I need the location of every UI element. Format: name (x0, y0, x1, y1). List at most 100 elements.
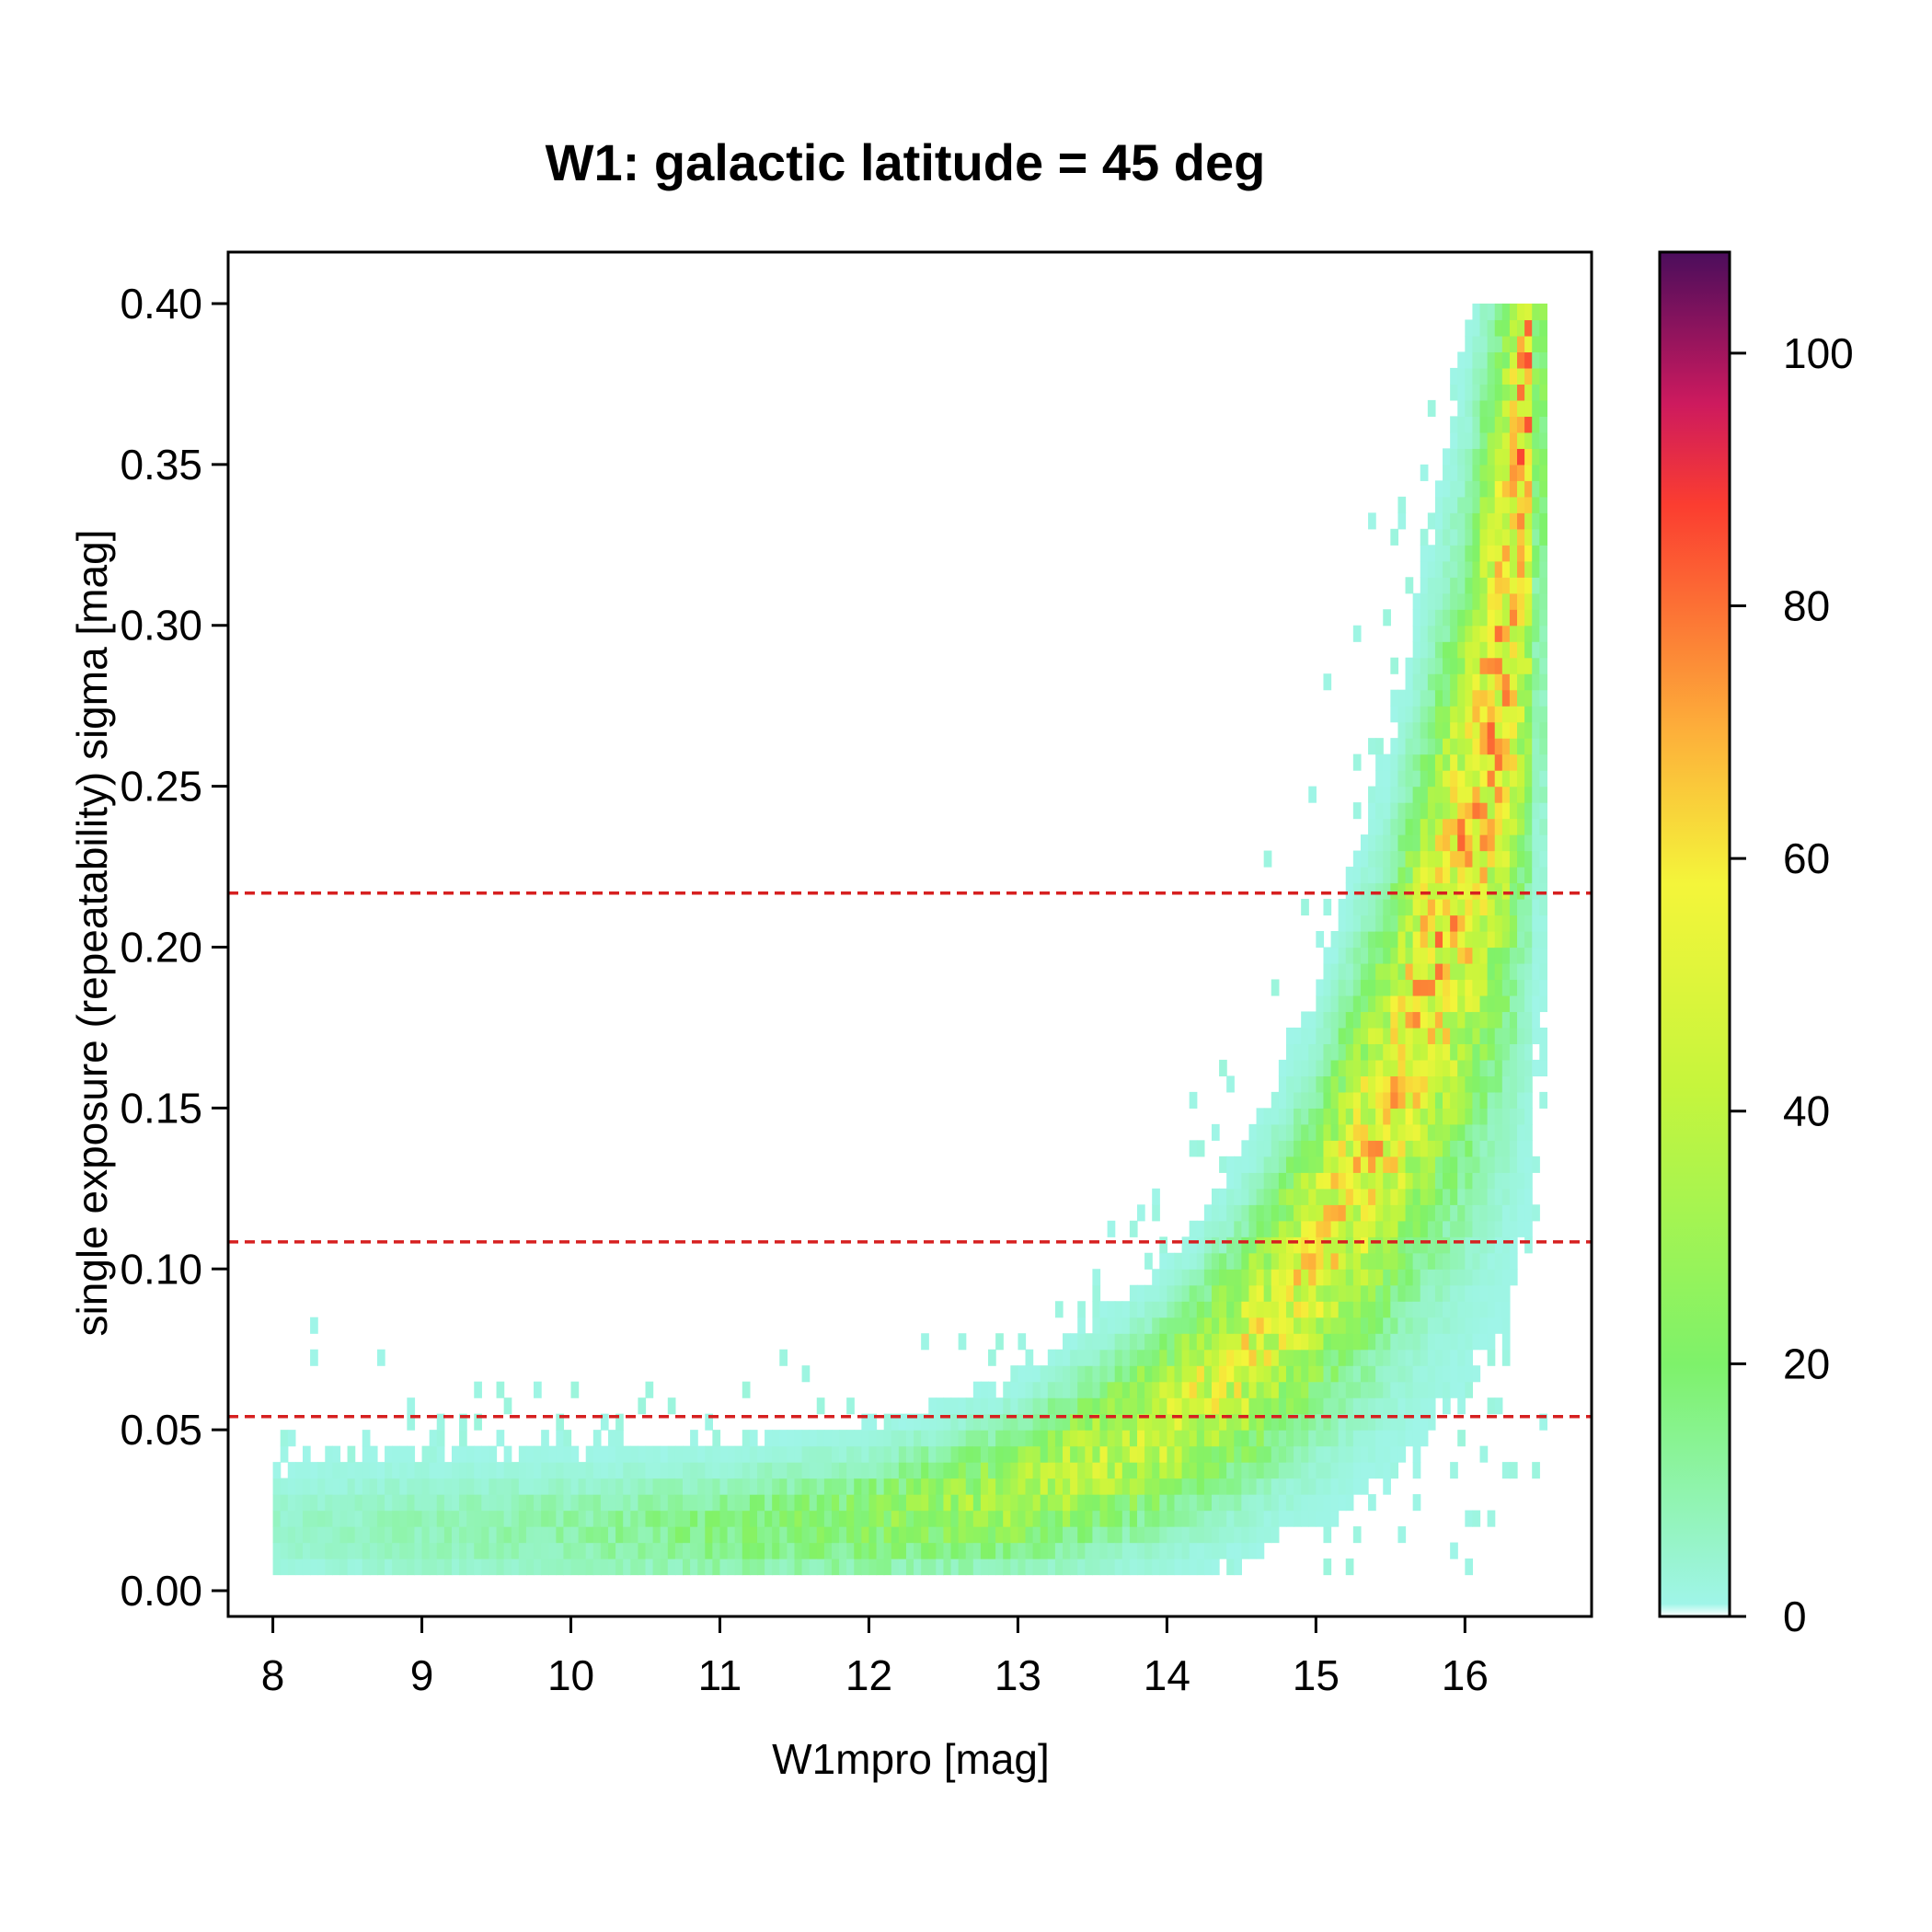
heatmap-cell (1450, 1542, 1458, 1559)
heatmap-cell (1345, 995, 1354, 1013)
heatmap-cell (1219, 1301, 1227, 1318)
heatmap-cell (310, 1510, 318, 1527)
heatmap-cell (287, 1558, 296, 1576)
heatmap-cell (1532, 545, 1540, 562)
heatmap-cell (1077, 1413, 1086, 1431)
heatmap-cell (1338, 1220, 1347, 1237)
heatmap-cell (1338, 1494, 1347, 1512)
heatmap-cell (1278, 1269, 1287, 1286)
heatmap-cell (995, 1478, 1004, 1495)
heatmap-cell (369, 1542, 378, 1559)
heatmap-cell (1330, 1478, 1340, 1495)
heatmap-cell (443, 1526, 453, 1544)
heatmap-cell (1465, 689, 1474, 707)
heatmap-cell (854, 1542, 862, 1559)
heatmap-cell (1196, 1236, 1205, 1254)
heatmap-cell (1047, 1430, 1056, 1447)
heatmap-cell (385, 1526, 393, 1544)
heatmap-cell (1301, 1510, 1309, 1527)
heatmap-cell (1517, 1172, 1525, 1190)
heatmap-cell (1144, 1510, 1153, 1527)
heatmap-cell (1137, 1349, 1145, 1366)
heatmap-cell (1420, 1413, 1429, 1431)
heatmap-cell (1457, 431, 1466, 449)
heatmap-cell (1181, 1558, 1190, 1576)
heatmap-cell (1294, 1349, 1302, 1366)
heatmap-cell (1330, 1075, 1340, 1093)
heatmap-cell (1450, 706, 1458, 723)
heatmap-cell (839, 1542, 847, 1559)
heatmap-cell (1345, 1075, 1354, 1093)
heatmap-cell (578, 1494, 587, 1512)
heatmap-cell (1196, 1445, 1205, 1463)
heatmap-cell (1181, 1381, 1190, 1398)
heatmap-cell (511, 1542, 520, 1559)
heatmap-cell (1352, 1526, 1362, 1544)
heatmap-cell (891, 1430, 900, 1447)
heatmap-cell (1539, 1043, 1548, 1061)
heatmap-cell (1390, 850, 1399, 868)
heatmap-cell (1285, 1365, 1294, 1383)
heatmap-cell (1465, 545, 1474, 562)
heatmap-cell (294, 1494, 304, 1512)
heatmap-cell (436, 1445, 445, 1463)
heatmap-cell (823, 1542, 833, 1559)
heatmap-cell (1383, 1123, 1391, 1141)
heatmap-cell (1479, 1236, 1489, 1254)
heatmap-cell (794, 1510, 803, 1527)
heatmap-cell (712, 1510, 721, 1527)
heatmap-cell (1360, 1220, 1369, 1237)
heatmap-cell (534, 1462, 542, 1479)
heatmap-cell (988, 1445, 996, 1463)
heatmap-cell (1375, 867, 1384, 884)
heatmap-cell (1472, 867, 1481, 884)
heatmap-cell (1450, 384, 1458, 401)
heatmap-cell (1517, 1027, 1525, 1045)
heatmap-cell (1285, 1140, 1294, 1157)
heatmap-cell (556, 1558, 565, 1576)
heatmap-cell (1308, 786, 1317, 803)
heatmap-cell (958, 1413, 967, 1431)
heatmap-cell (1509, 770, 1518, 788)
heatmap-cell (1003, 1510, 1011, 1527)
heatmap-cell (1465, 1365, 1474, 1383)
heatmap-cell (988, 1526, 996, 1544)
heatmap-cell (1316, 1381, 1325, 1398)
heatmap-cell (1360, 1172, 1369, 1190)
heatmap-cell (1479, 431, 1489, 449)
heatmap-cell (1420, 1043, 1429, 1061)
heatmap-cell (1144, 1478, 1153, 1495)
heatmap-cell (1301, 1075, 1309, 1093)
heatmap-cell (1524, 1123, 1533, 1141)
heatmap-cell (407, 1413, 416, 1431)
heatmap-cell (823, 1558, 833, 1576)
heatmap-cell (1263, 1156, 1272, 1173)
heatmap-cell (727, 1542, 736, 1559)
heatmap-cell (1107, 1333, 1116, 1351)
heatmap-cell (950, 1510, 960, 1527)
heatmap-cell (407, 1478, 416, 1495)
heatmap-cell (965, 1494, 974, 1512)
heatmap-cell (1085, 1333, 1094, 1351)
heatmap-cell (1494, 496, 1503, 513)
heatmap-cell (1465, 1059, 1474, 1076)
heatmap-cell (1070, 1445, 1078, 1463)
heatmap-cell (1375, 1413, 1384, 1431)
heatmap-cell (1494, 384, 1503, 401)
heatmap-cell (1383, 850, 1391, 868)
heatmap-cell (1420, 867, 1429, 884)
heatmap-cell (1323, 995, 1332, 1013)
heatmap-cell (1465, 770, 1474, 788)
heatmap-cell (734, 1494, 743, 1512)
heatmap-cell (1010, 1462, 1019, 1479)
heatmap-cell (1352, 1204, 1362, 1222)
heatmap-cell (1203, 1220, 1213, 1237)
heatmap-cell (1010, 1381, 1019, 1398)
heatmap-cell (1532, 689, 1540, 707)
heatmap-cell (1345, 979, 1354, 996)
heatmap-cell (1494, 1156, 1503, 1173)
heatmap-cell (1494, 995, 1503, 1013)
heatmap-cell (1479, 834, 1489, 852)
heatmap-cell (1010, 1510, 1019, 1527)
heatmap-cell (1167, 1333, 1176, 1351)
